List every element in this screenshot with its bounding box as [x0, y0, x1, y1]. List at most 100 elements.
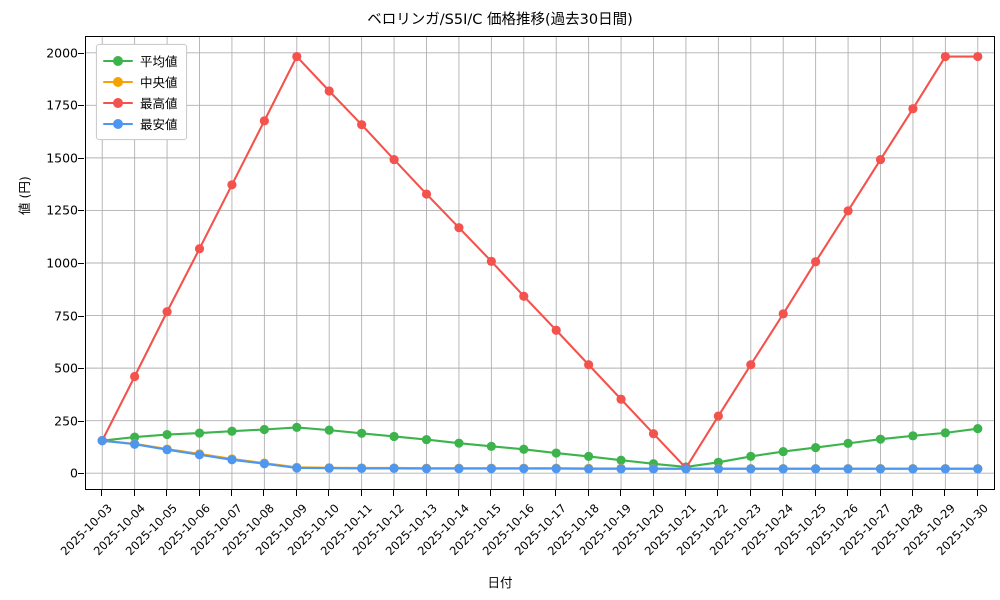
data-point — [292, 51, 302, 62]
data-point — [486, 256, 496, 266]
data-point — [843, 206, 853, 216]
data-point — [713, 411, 723, 421]
chart-title: ベロリンガ/S5I/C 価格推移(過去30日間) — [367, 12, 633, 28]
x-tick-mark — [198, 490, 200, 496]
x-tick-mark — [101, 490, 103, 496]
data-point — [519, 291, 529, 301]
data-point — [259, 424, 269, 435]
x-tick-mark — [976, 490, 978, 496]
data-point — [130, 371, 140, 382]
data-point — [940, 464, 950, 474]
data-point — [746, 464, 756, 474]
legend-label: 最安値 — [140, 117, 178, 132]
series-4 — [97, 436, 983, 474]
data-point — [259, 459, 269, 469]
x-tick-label: 2025-10-30 — [933, 501, 991, 559]
x-tick-mark — [490, 490, 492, 496]
x-tick-mark — [587, 490, 589, 496]
data-point — [194, 428, 205, 438]
data-point — [551, 448, 561, 458]
y-tick-label: 0 — [70, 465, 78, 481]
y-tick-label: 1500 — [46, 150, 78, 166]
x-tick-mark — [911, 490, 913, 496]
y-tick-mark — [78, 368, 84, 370]
series-lines — [97, 51, 983, 474]
data-point — [357, 120, 367, 130]
data-point — [616, 394, 626, 404]
y-tick-mark — [78, 263, 84, 264]
x-axis-label: 日付 — [487, 575, 513, 590]
data-point — [130, 432, 140, 442]
x-tick-mark — [166, 490, 168, 496]
data-point — [357, 428, 367, 438]
data-point — [616, 464, 626, 474]
y-tick-label: 2000 — [46, 45, 78, 61]
data-point — [584, 464, 594, 474]
legend-item-4[interactable]: 最安値 — [103, 113, 178, 134]
x-tick-mark — [457, 490, 459, 496]
legend-marker-icon — [103, 117, 133, 131]
grid-lines — [86, 37, 994, 489]
data-point — [778, 464, 788, 474]
data-point — [162, 307, 172, 317]
x-tick-mark — [814, 490, 816, 496]
x-tick-mark — [652, 490, 654, 496]
series-3 — [97, 51, 983, 473]
legend-label: 中央値 — [140, 75, 178, 90]
data-point — [551, 325, 561, 335]
data-point — [389, 463, 399, 473]
data-point — [648, 429, 659, 439]
data-point — [908, 431, 918, 441]
x-tick-mark — [328, 490, 330, 496]
legend-label: 平均値 — [140, 54, 178, 69]
y-tick-mark — [78, 52, 84, 54]
y-tick-label: 250 — [54, 413, 78, 429]
legend-item-1[interactable]: 平均値 — [103, 50, 178, 71]
legend-item-2[interactable]: 中央値 — [103, 71, 178, 92]
x-tick-mark — [133, 490, 135, 496]
data-point — [616, 455, 626, 465]
data-point — [648, 464, 659, 474]
data-point — [194, 244, 205, 254]
y-tick-label: 750 — [54, 308, 78, 324]
data-point — [713, 464, 723, 474]
data-point — [843, 438, 853, 448]
data-point — [227, 426, 237, 436]
y-tick-label: 1250 — [46, 202, 78, 218]
data-point — [746, 451, 756, 462]
data-point — [875, 154, 886, 165]
data-point — [778, 309, 788, 319]
series-line — [101, 55, 979, 470]
data-point — [324, 463, 334, 473]
series-1 — [97, 422, 983, 472]
x-tick-mark — [555, 490, 557, 496]
data-point — [778, 446, 788, 457]
data-point — [973, 51, 983, 62]
x-tick-mark — [230, 490, 232, 496]
y-tick-label: 1000 — [46, 255, 78, 271]
data-point — [908, 464, 918, 474]
legend-marker-icon — [103, 96, 133, 110]
x-axis-tick-labels: 2025-10-03 2025-10-04 2025-10-05 2025-10-06… — [58, 490, 995, 567]
data-point — [162, 445, 172, 455]
data-point — [486, 464, 496, 474]
x-tick-mark — [717, 490, 719, 496]
data-point — [454, 223, 464, 233]
x-tick-mark — [684, 490, 686, 496]
x-tick-mark — [360, 490, 362, 496]
x-tick-mark — [944, 490, 946, 496]
data-point — [973, 424, 983, 434]
data-point — [130, 439, 140, 449]
data-point — [292, 463, 302, 473]
data-point — [227, 180, 237, 190]
y-tick-mark — [78, 315, 84, 317]
data-point — [486, 441, 496, 451]
data-point — [162, 429, 172, 440]
data-point — [908, 104, 918, 114]
data-point — [811, 257, 821, 267]
series-line — [101, 439, 979, 470]
data-point — [389, 154, 399, 165]
data-point — [875, 434, 886, 444]
legend-item-3[interactable]: 最高値 — [103, 92, 178, 113]
data-point — [811, 442, 821, 453]
